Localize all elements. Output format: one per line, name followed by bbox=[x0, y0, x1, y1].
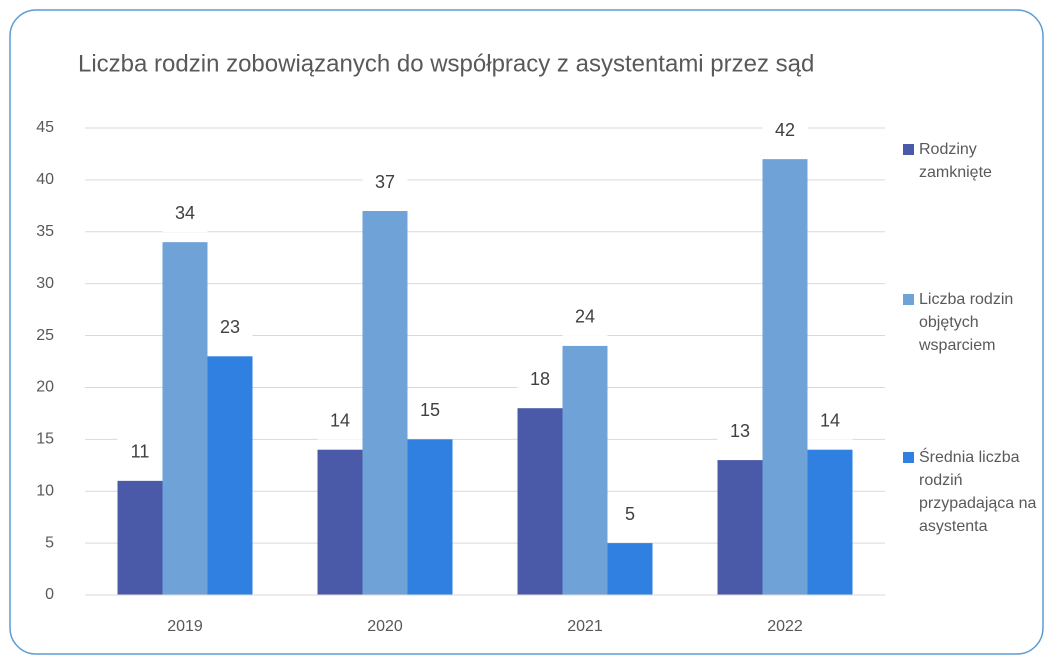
bar bbox=[762, 159, 808, 595]
legend-label: Średnia liczba rodziń przypadająca na as… bbox=[919, 449, 1037, 535]
data-label: 15 bbox=[420, 400, 440, 420]
y-tick-label: 45 bbox=[36, 119, 54, 136]
legend-label: Liczba rodzin objętych wsparciem bbox=[919, 291, 1014, 354]
data-label-bg bbox=[317, 403, 363, 440]
bar bbox=[517, 408, 563, 595]
legend-item: Liczba rodzin objętych wsparciem bbox=[900, 288, 1037, 357]
y-tick-label: 35 bbox=[36, 223, 54, 240]
y-tick-label: 30 bbox=[36, 275, 54, 292]
data-label-bg bbox=[207, 310, 253, 347]
x-tick-label: 2021 bbox=[567, 618, 603, 635]
bar bbox=[362, 211, 408, 595]
legend-item: Średnia liczba rodziń przypadająca na as… bbox=[900, 446, 1037, 538]
legend-swatch bbox=[903, 452, 914, 463]
y-tick-label: 40 bbox=[36, 171, 54, 188]
bar bbox=[117, 480, 163, 595]
data-label-bg bbox=[807, 403, 853, 440]
y-tick-label: 5 bbox=[45, 534, 54, 551]
legend-swatch bbox=[903, 144, 914, 155]
y-tick-label: 0 bbox=[45, 586, 54, 603]
data-label: 18 bbox=[530, 369, 550, 389]
data-label: 37 bbox=[375, 172, 395, 192]
y-tick-label: 20 bbox=[36, 379, 54, 396]
bar bbox=[807, 449, 853, 595]
data-label: 13 bbox=[730, 421, 750, 441]
data-label-bg bbox=[607, 497, 653, 534]
data-label: 42 bbox=[775, 120, 795, 140]
x-tick-label: 2022 bbox=[767, 618, 803, 635]
data-label: 23 bbox=[220, 317, 240, 337]
data-label-bg bbox=[362, 165, 408, 202]
bar bbox=[407, 439, 453, 595]
data-label: 11 bbox=[131, 442, 150, 462]
bar bbox=[317, 449, 363, 595]
data-label-bg bbox=[407, 393, 453, 430]
bar bbox=[562, 345, 608, 595]
data-label: 24 bbox=[575, 307, 595, 327]
y-tick-label: 10 bbox=[36, 482, 54, 499]
x-tick-label: 2020 bbox=[367, 618, 403, 635]
data-label: 34 bbox=[175, 203, 195, 223]
data-label-bg bbox=[162, 196, 208, 233]
y-tick-label: 25 bbox=[36, 327, 54, 344]
bar bbox=[607, 543, 653, 595]
data-label-bg bbox=[562, 299, 608, 336]
data-label-bg bbox=[717, 414, 763, 451]
bar bbox=[207, 356, 253, 595]
chart-title: Liczba rodzin zobowiązanych do współprac… bbox=[78, 50, 814, 77]
legend-item: Rodziny zamknięte bbox=[900, 138, 1037, 184]
data-label-bg bbox=[517, 362, 563, 399]
data-label-bg bbox=[117, 434, 163, 471]
data-label: 5 bbox=[625, 504, 635, 524]
data-label: 14 bbox=[330, 410, 350, 430]
bar bbox=[717, 460, 763, 595]
y-tick-label: 15 bbox=[36, 431, 54, 448]
legend-label: Rodziny zamknięte bbox=[919, 141, 992, 181]
x-tick-label: 2019 bbox=[167, 618, 203, 635]
bar bbox=[162, 242, 208, 595]
legend-swatch bbox=[903, 294, 914, 305]
data-label: 14 bbox=[820, 410, 840, 430]
data-label-bg bbox=[762, 113, 808, 150]
